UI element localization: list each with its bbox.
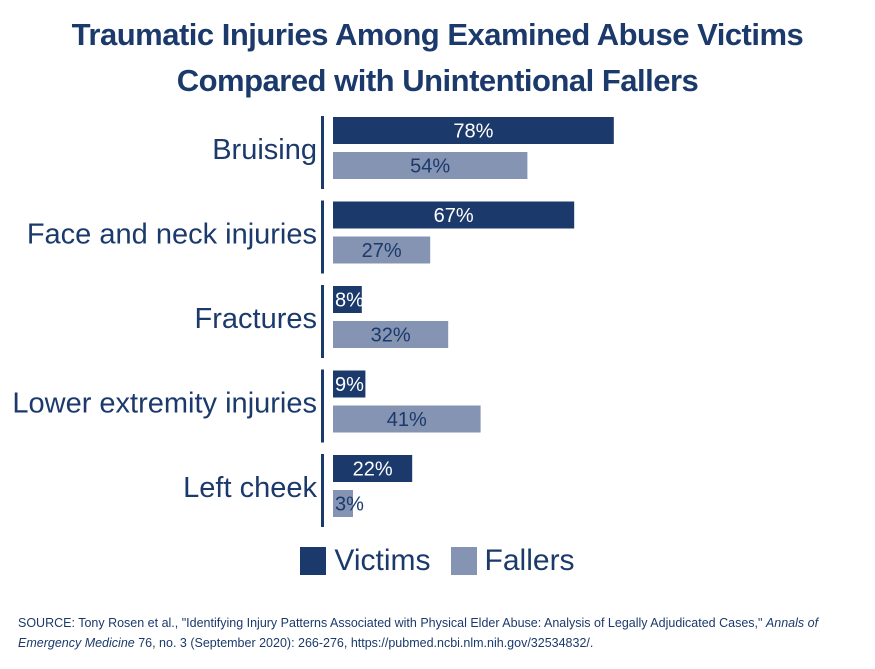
legend-item-victims: Victims	[300, 544, 431, 578]
data-label: 3%	[335, 494, 364, 516]
legend-swatch-fallers	[450, 547, 477, 575]
data-label: 78%	[453, 121, 493, 143]
bar-victims	[333, 201, 575, 229]
chart-title-line-2: Compared with Unintentional Fallers	[176, 63, 699, 98]
axis-segment	[321, 369, 324, 443]
category-label: Left cheek	[183, 472, 317, 504]
legend-swatch-victims	[300, 547, 327, 575]
source-note: SOURCE: Tony Rosen et al., "Identifying …	[18, 613, 858, 653]
bar-victims	[333, 286, 362, 313]
data-label: 41%	[387, 409, 427, 431]
axis-segment	[321, 200, 324, 274]
legend: Victims Fallers	[0, 544, 875, 578]
chart-title-line-1: Traumatic Injuries Among Examined Abuse …	[71, 17, 804, 52]
data-label: 27%	[362, 240, 402, 262]
bar-chart: Bruising 78%54% Face and neck injuries 67% 2…	[12, 116, 614, 527]
category-label: Lower extremity injuries	[12, 388, 317, 420]
bar-fallers	[333, 321, 449, 348]
bar-fallers	[333, 405, 481, 433]
bar-victims	[333, 370, 366, 398]
bar-victims	[333, 455, 413, 482]
bar-victims	[333, 117, 614, 144]
category-label: Face and neck injuries	[27, 219, 317, 251]
legend-label-victims: Victims	[334, 544, 431, 577]
source-journal: Annals of Emergency Medicine	[18, 616, 819, 650]
legend-label-fallers: Fallers	[484, 544, 575, 577]
data-label: 9%	[335, 374, 364, 396]
bar-fallers	[333, 152, 528, 179]
category-label: Fractures	[195, 303, 317, 335]
data-label: 32%	[371, 325, 411, 347]
bar-fallers	[333, 490, 353, 517]
source-suffix: 76, no. 3 (September 2020): 266-276, htt…	[134, 636, 594, 650]
chart-title: Traumatic Injuries Among Examined Abuse …	[0, 12, 875, 104]
axis-segment	[321, 116, 324, 189]
category-label: Bruising	[212, 134, 317, 166]
bar-fallers	[333, 236, 431, 264]
data-label: 22%	[353, 459, 393, 481]
data-label: 8%	[335, 290, 364, 312]
axis-segment	[321, 454, 324, 527]
legend-item-fallers: Fallers	[450, 544, 575, 578]
source-prefix: SOURCE: Tony Rosen et al., "Identifying …	[18, 616, 766, 630]
axis-segment	[321, 285, 324, 358]
data-label: 67%	[434, 205, 474, 227]
data-label: 54%	[410, 156, 450, 178]
